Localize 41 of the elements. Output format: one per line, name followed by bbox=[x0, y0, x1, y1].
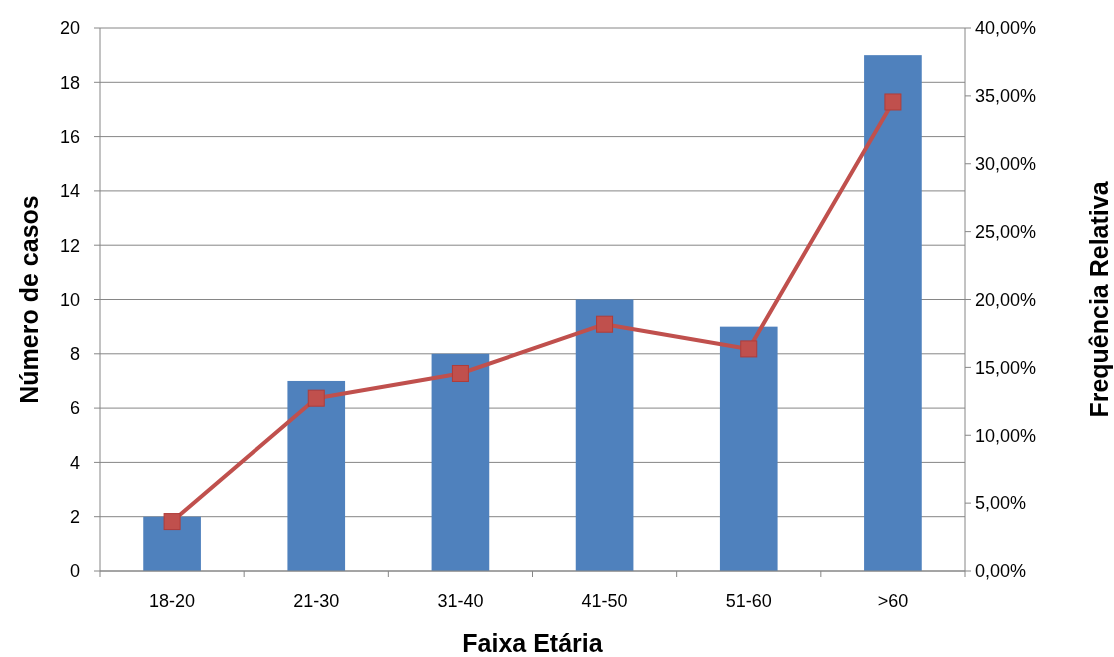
x-tick-label: 41-50 bbox=[581, 591, 628, 611]
y2-tick-label: 30,00% bbox=[975, 154, 1037, 175]
y-tick-label: 0 bbox=[69, 561, 80, 582]
y2-tick-label: 0,00% bbox=[975, 561, 1027, 582]
y2-tick-label: 35,00% bbox=[975, 86, 1037, 107]
point bbox=[884, 93, 902, 111]
bar bbox=[719, 326, 778, 571]
y-tick-label: 16 bbox=[59, 126, 80, 147]
y2-tick-label: 20,00% bbox=[975, 289, 1037, 310]
y-tick-label: 20 bbox=[59, 18, 80, 39]
y2-tick-label: 40,00% bbox=[975, 18, 1037, 39]
bar bbox=[143, 516, 201, 571]
point bbox=[451, 364, 469, 382]
x-tick-label: 31-40 bbox=[437, 591, 484, 611]
y2-tick-label: 25,00% bbox=[975, 221, 1037, 242]
y2-axis-title: Frequência Relativa bbox=[1085, 180, 1113, 418]
y2-tick-label: 5,00% bbox=[975, 493, 1027, 514]
y-axis-title: Número de casos bbox=[15, 195, 43, 404]
y2-tick-label: 10,00% bbox=[975, 425, 1037, 446]
y-tick-label: 6 bbox=[69, 398, 80, 419]
y-tick-label: 8 bbox=[69, 344, 80, 365]
bar bbox=[287, 380, 346, 571]
bar bbox=[864, 55, 922, 571]
x-tick-label: >60 bbox=[877, 591, 909, 611]
y-tick-label: 12 bbox=[59, 235, 80, 256]
x-tick-label: 21-30 bbox=[293, 591, 340, 611]
bar bbox=[575, 299, 634, 571]
y-tick-label: 14 bbox=[59, 181, 80, 202]
point bbox=[740, 340, 758, 358]
x-tick-label: 18-20 bbox=[149, 591, 196, 611]
point bbox=[307, 389, 325, 407]
x-axis-title: Faixa Etária bbox=[462, 629, 604, 657]
point bbox=[163, 513, 181, 531]
point bbox=[596, 315, 614, 333]
y-tick-label: 18 bbox=[59, 72, 80, 93]
y2-tick-label: 15,00% bbox=[975, 357, 1037, 378]
bar bbox=[431, 353, 490, 571]
x-tick-label: 51-60 bbox=[725, 591, 772, 611]
y-tick-label: 4 bbox=[69, 452, 80, 473]
y-tick-label: 10 bbox=[59, 289, 80, 310]
y-tick-label: 2 bbox=[69, 507, 80, 527]
